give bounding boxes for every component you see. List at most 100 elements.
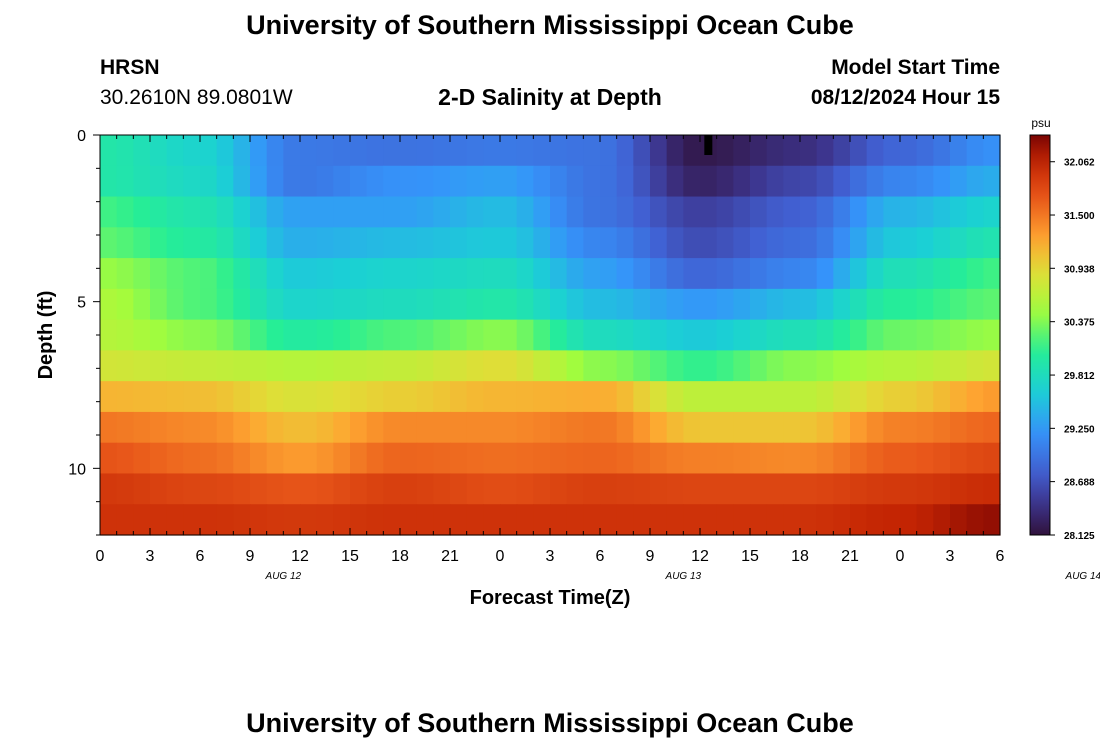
heatmap-cell xyxy=(500,258,518,290)
heatmap-cell xyxy=(533,504,551,536)
heatmap-cell xyxy=(116,258,134,290)
heatmap-cell xyxy=(883,165,901,198)
heatmap-cell xyxy=(766,319,784,351)
heatmap-cell xyxy=(433,504,451,536)
heatmap-cell xyxy=(916,196,934,228)
heatmap-cell xyxy=(883,135,901,167)
heatmap-cell xyxy=(383,319,401,351)
colorbar-ramp xyxy=(1029,134,1051,536)
heatmap-cell xyxy=(366,473,384,505)
heatmap-cell xyxy=(800,411,818,444)
heatmap-cell xyxy=(633,258,651,290)
heatmap-cell xyxy=(266,258,284,290)
heatmap-cell xyxy=(433,350,451,382)
heatmap-cell xyxy=(416,319,434,351)
heatmap-cell xyxy=(350,411,368,444)
heatmap-cell xyxy=(666,442,684,475)
heatmap-cell xyxy=(416,411,434,444)
heatmap-cell xyxy=(500,504,518,536)
heatmap-cell xyxy=(366,442,384,475)
heatmap-cell xyxy=(266,319,284,351)
heatmap-cell xyxy=(150,350,168,382)
heatmap-cell xyxy=(483,196,501,228)
heatmap-cell xyxy=(650,196,668,228)
heatmap-cell xyxy=(650,319,668,351)
heatmap-cell xyxy=(933,319,951,351)
heatmap-cell xyxy=(483,319,501,351)
heatmap-cell xyxy=(916,258,934,290)
heatmap-cell xyxy=(333,288,351,321)
heatmap-cell xyxy=(700,227,718,259)
heatmap-cell xyxy=(983,473,1001,505)
heatmap-cell xyxy=(966,258,984,290)
heatmap-cell xyxy=(133,411,151,444)
heatmap-cell xyxy=(366,411,384,444)
heatmap-cell xyxy=(500,196,518,228)
heatmap-cell xyxy=(616,473,634,505)
heatmap-cell xyxy=(483,473,501,505)
heatmap-cell xyxy=(183,165,201,198)
heatmap-cell xyxy=(116,473,134,505)
heatmap-cell xyxy=(400,442,418,475)
heatmap-cell xyxy=(750,442,768,475)
heatmap-cell xyxy=(916,288,934,321)
heatmap-cell xyxy=(600,135,618,167)
heatmap-cell xyxy=(883,288,901,321)
heatmap-cell xyxy=(150,135,168,167)
heatmap-cell xyxy=(650,227,668,259)
heatmap-cell xyxy=(533,473,551,505)
heatmap-cell xyxy=(916,227,934,259)
heatmap-cell xyxy=(750,381,768,413)
heatmap-cell xyxy=(583,196,601,228)
heatmap-cell xyxy=(683,411,701,444)
heatmap-cell xyxy=(366,288,384,321)
heatmap-cell xyxy=(583,227,601,259)
heatmap-cell xyxy=(683,135,701,167)
heatmap-cell xyxy=(216,504,234,536)
heatmap-cell xyxy=(716,504,734,536)
heatmap-cell xyxy=(800,258,818,290)
heatmap-cell xyxy=(150,504,168,536)
heatmap-cell xyxy=(916,504,934,536)
surface-marker-bar xyxy=(704,135,713,155)
heatmap-cell xyxy=(800,165,818,198)
heatmap-cell xyxy=(166,288,184,321)
heatmap-cell xyxy=(233,381,251,413)
heatmap-cell xyxy=(833,288,851,321)
heatmap-cell xyxy=(283,473,301,505)
heatmap-cell xyxy=(400,504,418,536)
heatmap-cell xyxy=(883,227,901,259)
heatmap-cell xyxy=(733,227,751,259)
date-label: AUG 12 xyxy=(265,571,302,582)
heatmap-cell xyxy=(583,381,601,413)
heatmap-cell xyxy=(850,135,868,167)
heatmap-cell xyxy=(950,288,968,321)
heatmap-cell xyxy=(600,258,618,290)
heatmap-cell xyxy=(283,288,301,321)
heatmap-cell xyxy=(900,473,918,505)
heatmap-cell xyxy=(766,135,784,167)
heatmap-cell xyxy=(883,381,901,413)
heatmap-cell xyxy=(433,473,451,505)
heatmap-cell xyxy=(533,442,551,475)
heatmap-cell xyxy=(350,442,368,475)
heatmap-cell xyxy=(500,165,518,198)
colorbar-tick-label: 31.500 xyxy=(1064,211,1095,222)
heatmap-cell xyxy=(133,319,151,351)
heatmap-cell xyxy=(850,473,868,505)
heatmap-cell xyxy=(233,258,251,290)
footer-title: University of Southern Mississippi Ocean… xyxy=(246,708,854,738)
heatmap-cell xyxy=(866,319,884,351)
heatmap-cell xyxy=(250,165,268,198)
heatmap-cell xyxy=(300,350,318,382)
x-tick-label: 6 xyxy=(996,548,1005,565)
heatmap-cell xyxy=(583,319,601,351)
heatmap-cell xyxy=(133,258,151,290)
heatmap-cell xyxy=(166,442,184,475)
heatmap-cell xyxy=(500,135,518,167)
heatmap-cell xyxy=(950,165,968,198)
heatmap-cell xyxy=(900,135,918,167)
heatmap-cell xyxy=(883,350,901,382)
heatmap-cell xyxy=(950,319,968,351)
heatmap-cell xyxy=(600,411,618,444)
